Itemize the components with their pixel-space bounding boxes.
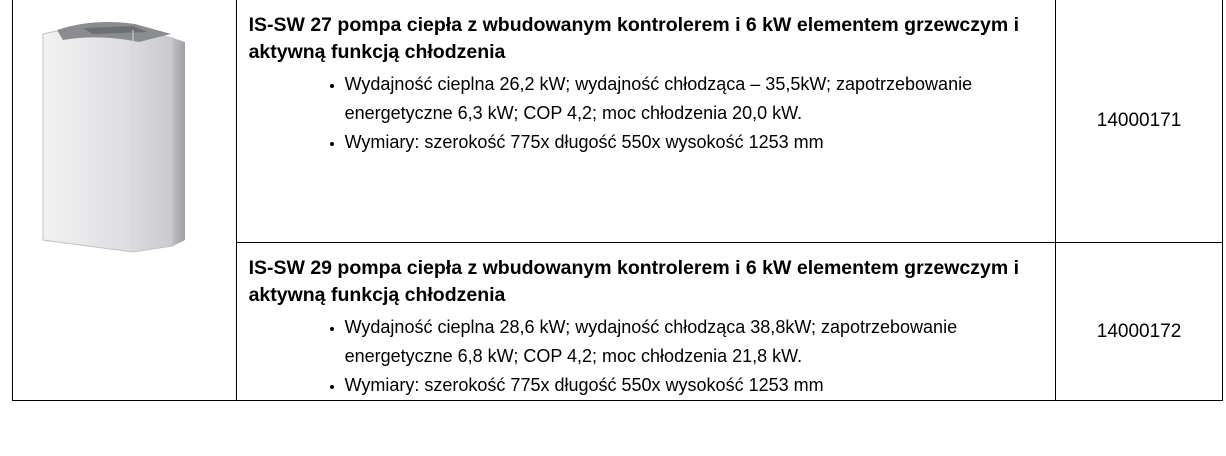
- bullet-item: Wydajność cieplna 26,2 kW; wydajność chł…: [345, 70, 1045, 128]
- table-row: IS-SW 27 pompa ciepła z wbudowanym kontr…: [13, 0, 1223, 243]
- page: IS-SW 27 pompa ciepła z wbudowanym kontr…: [0, 0, 1226, 456]
- description-cell: IS-SW 27 pompa ciepła z wbudowanym kontr…: [236, 0, 1055, 243]
- bullet-item: Wymiary: szerokość 775x długość 550x wys…: [345, 371, 1045, 400]
- bullet-list: Wydajność cieplna 26,2 kW; wydajność chł…: [249, 70, 1045, 157]
- code-cell: 14000172: [1056, 243, 1223, 401]
- bullet-item: Wymiary: szerokość 775x długość 550x wys…: [345, 128, 1045, 157]
- bullet-item: Wydajność cieplna 28,6 kW; wydajność chł…: [345, 313, 1045, 371]
- bullet-list: Wydajność cieplna 28,6 kW; wydajność chł…: [249, 313, 1045, 400]
- product-image: [13, 0, 234, 260]
- code-cell: 14000171: [1056, 0, 1223, 243]
- description-cell: IS-SW 29 pompa ciepła z wbudowanym kontr…: [236, 243, 1055, 401]
- product-title: IS-SW 29 pompa ciepła z wbudowanym kontr…: [249, 255, 1045, 309]
- product-title: IS-SW 27 pompa ciepła z wbudowanym kontr…: [249, 12, 1045, 66]
- image-cell: [13, 0, 237, 401]
- product-table: IS-SW 27 pompa ciepła z wbudowanym kontr…: [12, 0, 1223, 401]
